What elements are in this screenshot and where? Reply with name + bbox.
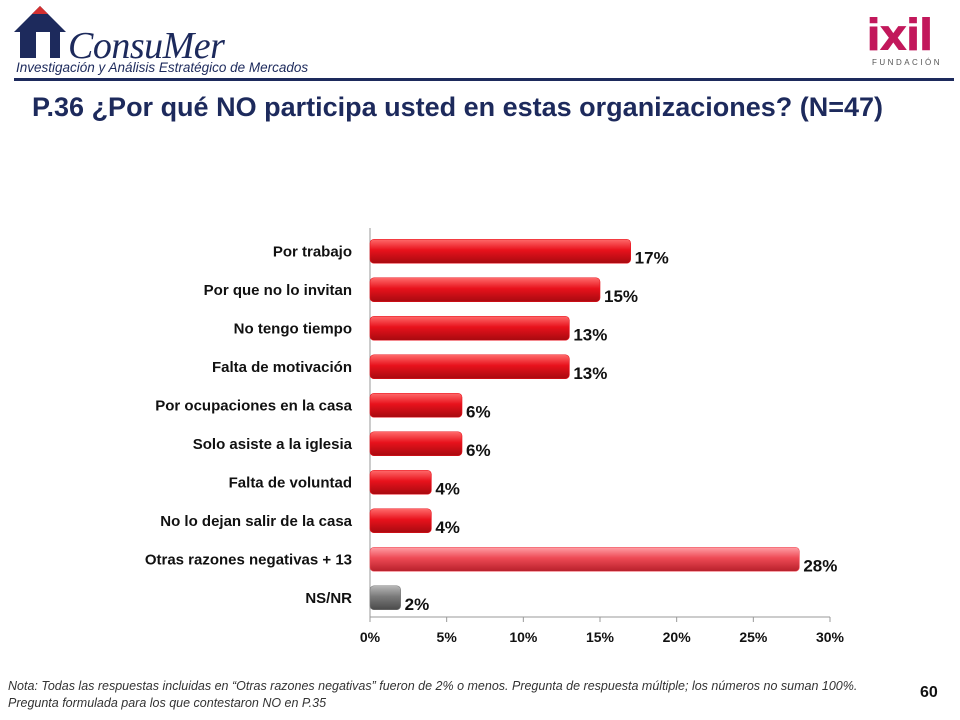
x-tick-label: 0% bbox=[360, 629, 381, 645]
value-label: 6% bbox=[466, 402, 491, 421]
category-label: Solo asiste a la iglesia bbox=[193, 436, 353, 453]
ixil-logo: ixil FUNDACIÓN bbox=[862, 10, 954, 72]
category-label: Falta de motivación bbox=[212, 359, 352, 376]
value-label: 13% bbox=[573, 325, 607, 344]
value-label: 6% bbox=[466, 441, 491, 460]
value-label: 15% bbox=[604, 287, 638, 306]
ixil-logo-word: ixil bbox=[866, 10, 934, 61]
page-title: P.36 ¿Por qué NO participa usted en esta… bbox=[32, 92, 884, 122]
category-label: NS/NR bbox=[305, 590, 352, 607]
category-label: Falta de voluntad bbox=[229, 474, 352, 491]
bar bbox=[369, 508, 432, 534]
x-tick-label: 20% bbox=[663, 629, 692, 645]
bar-chart: 0% 5% 10% 15% 20% 25% 30% Por trabajo 17% Por qu… bbox=[0, 220, 960, 660]
x-tick-label: 5% bbox=[437, 629, 458, 645]
value-label: 4% bbox=[435, 479, 460, 498]
logo-tagline: Investigación y Análisis Estratégico de … bbox=[16, 60, 309, 75]
x-tick-label: 15% bbox=[586, 629, 615, 645]
category-label: Por que no lo invitan bbox=[204, 282, 352, 299]
value-label: 17% bbox=[635, 248, 669, 267]
bar bbox=[369, 392, 463, 418]
x-tick-label: 25% bbox=[739, 629, 768, 645]
x-tick-label: 10% bbox=[509, 629, 538, 645]
ixil-logo-sub: FUNDACIÓN bbox=[872, 58, 943, 67]
bar bbox=[369, 546, 800, 572]
header-rule bbox=[14, 78, 954, 81]
category-label: Por trabajo bbox=[273, 243, 352, 260]
footnote: Nota: Todas las respuestas incluidas en … bbox=[8, 679, 858, 710]
category-label: No lo dejan salir de la casa bbox=[160, 513, 352, 530]
x-tick-label: 30% bbox=[816, 629, 845, 645]
bar-chart-svg: 0% 5% 10% 15% 20% 25% 30% Por trabajo 17% Por qu… bbox=[145, 228, 845, 645]
house-logo-icon bbox=[14, 6, 66, 58]
bar bbox=[369, 469, 432, 495]
value-label: 28% bbox=[803, 556, 837, 575]
bar bbox=[369, 277, 601, 303]
value-label: 13% bbox=[573, 364, 607, 383]
bar bbox=[369, 315, 570, 341]
page-number: 60 bbox=[920, 684, 938, 701]
value-label: 2% bbox=[405, 595, 430, 614]
category-label: Por ocupaciones en la casa bbox=[155, 397, 352, 414]
bar bbox=[369, 354, 570, 380]
bar bbox=[369, 238, 631, 264]
category-label: Otras razones negativas + 13 bbox=[145, 551, 352, 568]
bar bbox=[369, 431, 463, 457]
category-label: No tengo tiempo bbox=[234, 320, 352, 337]
bar bbox=[369, 585, 401, 611]
logo-name: ConsuMer bbox=[68, 25, 225, 67]
value-label: 4% bbox=[435, 518, 460, 537]
consumer-logo: ConsuMer Investigación y Análisis Estrat… bbox=[10, 2, 308, 78]
